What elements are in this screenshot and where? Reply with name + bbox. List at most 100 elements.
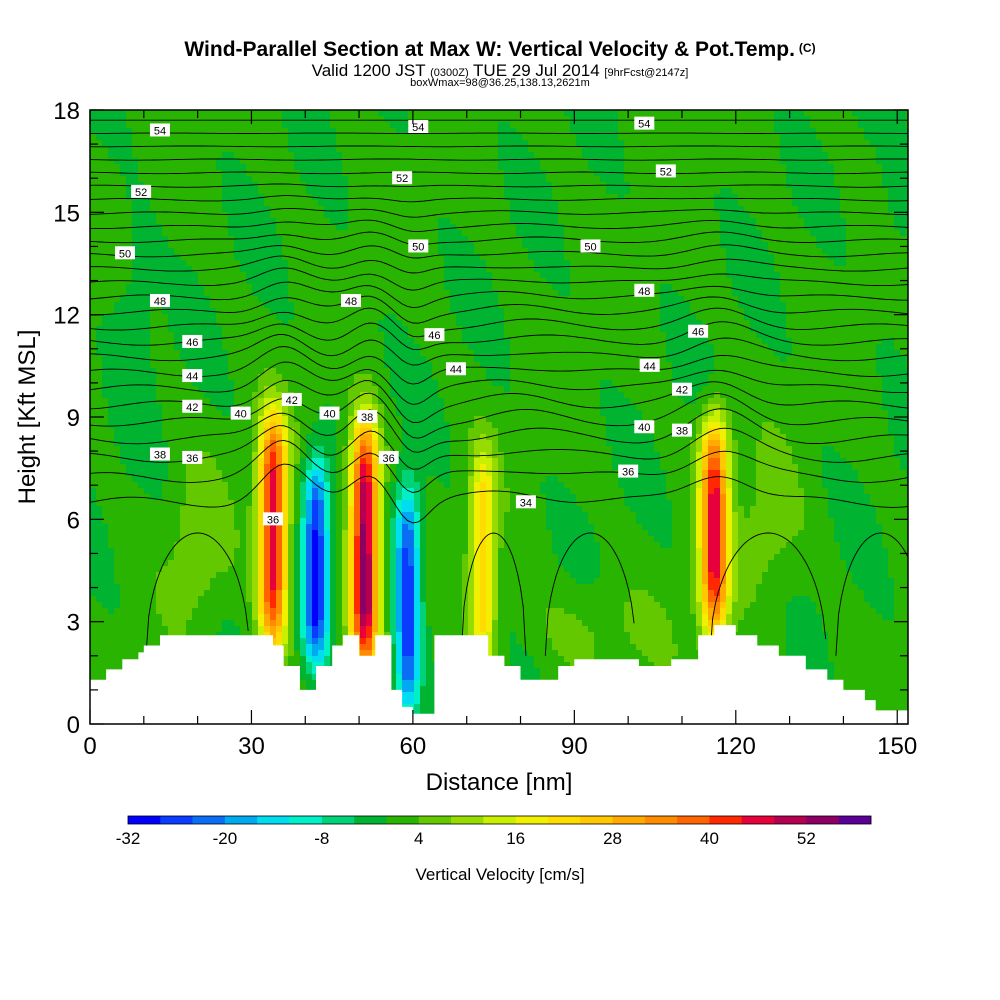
isentrope-line: [90, 334, 908, 366]
colorbar-swatch: [451, 816, 484, 824]
colorbar-swatch: [612, 816, 646, 824]
isentrope-line: [90, 408, 908, 453]
contour-label: 48: [634, 283, 655, 298]
x-tick-label: 120: [716, 733, 756, 760]
colorbar-swatch: [354, 816, 387, 824]
colorbar-tick-label: -32: [116, 829, 141, 848]
isentrope-dome: [544, 532, 635, 656]
terrain: [90, 625, 908, 724]
y-tick-label: 12: [53, 303, 80, 330]
isentrope-dome: [835, 532, 908, 656]
contour-label: 48: [149, 294, 170, 308]
isentrope-line: [90, 392, 908, 439]
chart-subtitle-box: boxWmax=98@36.25,138.13,2621m: [410, 77, 590, 89]
colorbar-swatch: [838, 816, 872, 824]
contour-label: 48: [341, 294, 362, 308]
contour-label: 52: [392, 171, 413, 185]
isentrope-dome: [460, 532, 527, 656]
contour-label: 42: [671, 382, 692, 397]
subtitle-zulu: (0300Z): [430, 67, 469, 79]
colorbar-swatch: [289, 816, 323, 824]
contour-label: 54: [634, 116, 655, 131]
colorbar: -32 -20 -8 4 16 28 40 52: [116, 815, 872, 848]
colorbar-swatch: [257, 816, 290, 824]
y-tick-label: 6: [67, 507, 80, 534]
contour-label: 40: [319, 406, 340, 421]
colorbar-swatch: [580, 816, 613, 824]
chart-subtitle: Valid 1200 JST (0300Z) TUE 29 Jul 2014 […: [0, 61, 1000, 81]
isentrope-line: [90, 439, 908, 493]
contour-label: 42: [281, 392, 302, 407]
contour-label: 36: [182, 450, 203, 465]
y-tick-label: 18: [53, 98, 80, 125]
subtitle-main: Valid 1200 JST: [311, 61, 426, 80]
contour-label: 38: [149, 447, 170, 462]
contour-label: 46: [424, 328, 445, 342]
colorbar-swatch: [644, 816, 678, 824]
x-axis-label: Distance [nm]: [426, 769, 573, 796]
y-tick-label: 9: [67, 405, 80, 432]
isentrope-line: [90, 244, 908, 259]
contour-label: 44: [639, 358, 660, 373]
velocity-field: [90, 110, 908, 724]
contour-label: 46: [182, 334, 203, 349]
colorbar-swatch: [515, 816, 549, 824]
colorbar-swatch: [677, 816, 710, 824]
isentrope-line: [90, 171, 908, 175]
colorbar-swatch: [547, 816, 581, 824]
isentrope-line: [90, 267, 908, 291]
isentrope-line: [90, 307, 908, 338]
colorbar-tick-label: 16: [506, 829, 525, 848]
contour-label: 54: [408, 120, 429, 134]
isentrope-line: [90, 145, 908, 148]
contour-labels: 54 54 54 52 52 52 50 50 50 48 48 48 46 46 46 44 44 44 42 42…: [114, 116, 709, 526]
colorbar-swatch: [806, 816, 839, 824]
colorbar-swatch: [224, 816, 258, 824]
colorbar-swatch: [128, 816, 161, 824]
isentrope-line: [90, 231, 908, 246]
chart-title: Wind-Parallel Section at Max W: Vertical…: [184, 38, 816, 61]
y-tick-label: 0: [67, 712, 80, 739]
colorbar-swatch: [321, 816, 355, 824]
contour-label: 40: [634, 420, 655, 434]
isentrope-line: [90, 183, 908, 188]
colorbar-tick-label: 40: [700, 829, 719, 848]
contour-label: 46: [688, 324, 709, 339]
x-tick-label: 150: [877, 733, 917, 760]
x-tick-label: 90: [561, 733, 588, 760]
isentrope-line: [90, 281, 908, 309]
isentrope-line: [90, 295, 908, 324]
colorbar-swatch: [192, 816, 226, 824]
contour-label: 44: [182, 369, 203, 383]
contour-label: 52: [655, 164, 676, 178]
colorbar-tick-label: -20: [213, 829, 238, 848]
contour-label: 36: [262, 512, 283, 526]
contour-label: 34: [515, 495, 536, 509]
colorbar-swatch: [386, 816, 420, 824]
colorbar-tick-label: 52: [797, 829, 816, 848]
subtitle-date: TUE 29 Jul 2014: [473, 61, 600, 80]
x-tick-label: 0: [83, 733, 96, 760]
isentrope-line: [90, 463, 908, 524]
terrain-surface: [90, 625, 908, 724]
colorbar-tick-label: 4: [414, 829, 423, 848]
contour-label: 40: [230, 406, 251, 421]
colorbar-swatch: [741, 816, 775, 824]
y-axis-label: Height [Kft MSL]: [14, 330, 41, 505]
contour-label: 36: [618, 464, 639, 479]
isentrope-lines: [90, 119, 908, 656]
colorbar-swatch: [774, 816, 807, 824]
contour-label: 42: [182, 399, 203, 414]
contour-label: 38: [357, 410, 378, 424]
isentrope-line: [90, 255, 908, 274]
colorbar-swatch: [483, 816, 516, 824]
x-tick-label: 30: [238, 733, 265, 760]
contour-label: 50: [114, 246, 135, 260]
y-tick-label: 15: [53, 200, 80, 227]
isentrope-line: [90, 219, 908, 233]
isentrope-line: [90, 380, 908, 424]
contour-label: 50: [408, 239, 429, 253]
isentrope-line: [90, 361, 908, 405]
isentrope-line: [90, 425, 908, 470]
